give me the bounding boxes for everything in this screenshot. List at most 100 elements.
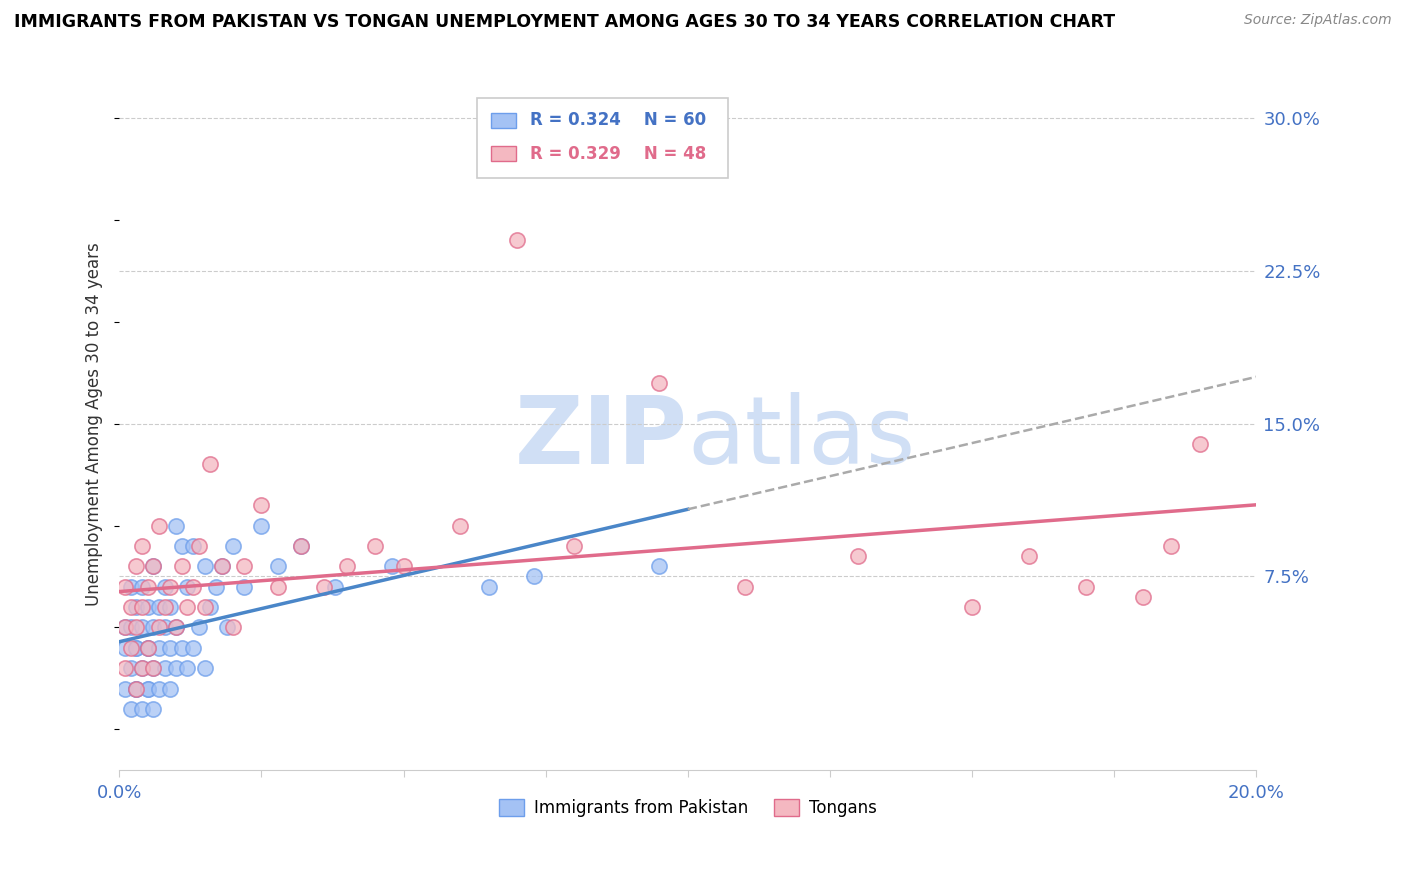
Point [148, 600, 170, 615]
Point [120, 702, 142, 716]
Point [136, 600, 159, 615]
Point [165, 661, 187, 675]
Point [290, 539, 312, 553]
Point [136, 681, 159, 696]
Point [233, 559, 256, 574]
Point [136, 640, 159, 655]
Point [200, 458, 222, 472]
Point [290, 539, 312, 553]
Point [131, 580, 153, 594]
Point [120, 640, 142, 655]
Point [381, 559, 404, 574]
Point [153, 620, 176, 634]
Bar [491, 112, 516, 128]
Text: Source: ZipAtlas.com: Source: ZipAtlas.com [1244, 13, 1392, 28]
Point [211, 559, 233, 574]
Point [205, 580, 228, 594]
Point [648, 559, 671, 574]
Point [222, 620, 245, 634]
Point [336, 559, 359, 574]
Point [506, 234, 529, 248]
Point [131, 661, 153, 675]
Point [136, 580, 159, 594]
Point [170, 559, 193, 574]
Point [142, 620, 165, 634]
Text: IMMIGRANTS FROM PAKISTAN VS TONGAN UNEMPLOYMENT AMONG AGES 30 TO 34 YEARS CORREL: IMMIGRANTS FROM PAKISTAN VS TONGAN UNEMP… [14, 13, 1115, 31]
Point [193, 600, 215, 615]
Point [125, 681, 148, 696]
Point [131, 702, 153, 716]
Point [364, 539, 387, 553]
Point [159, 640, 181, 655]
Point [165, 620, 187, 634]
Point [114, 620, 136, 634]
Point [250, 518, 273, 533]
Point [120, 600, 142, 615]
Point [1018, 549, 1040, 563]
Point [114, 640, 136, 655]
Point [165, 518, 187, 533]
Point [142, 661, 165, 675]
Point [114, 580, 136, 594]
Point [848, 549, 870, 563]
Point [233, 580, 256, 594]
Point [734, 580, 756, 594]
Point [125, 559, 148, 574]
FancyBboxPatch shape [478, 98, 728, 178]
Point [142, 559, 165, 574]
Point [142, 661, 165, 675]
Point [136, 681, 159, 696]
Point [176, 600, 198, 615]
Point [176, 580, 198, 594]
Point [211, 559, 233, 574]
Point [153, 661, 176, 675]
Point [193, 661, 215, 675]
Point [131, 661, 153, 675]
Point [159, 681, 181, 696]
Point [120, 620, 142, 634]
Point [142, 702, 165, 716]
Point [120, 661, 142, 675]
Point [148, 620, 170, 634]
Point [148, 640, 170, 655]
Point [392, 559, 415, 574]
Point [312, 580, 335, 594]
Point [120, 580, 142, 594]
Text: R = 0.329    N = 48: R = 0.329 N = 48 [530, 145, 706, 162]
Point [131, 539, 153, 553]
Point [125, 640, 148, 655]
Point [1074, 580, 1097, 594]
Point [1160, 539, 1182, 553]
Point [217, 620, 239, 634]
Text: atlas: atlas [688, 392, 917, 483]
Point [323, 580, 346, 594]
Point [222, 539, 245, 553]
Point [142, 559, 165, 574]
Point [148, 518, 170, 533]
Point [181, 539, 204, 553]
Point [125, 600, 148, 615]
Point [153, 600, 176, 615]
Point [200, 600, 222, 615]
Point [131, 600, 153, 615]
Point [136, 640, 159, 655]
Point [523, 569, 546, 583]
Point [170, 640, 193, 655]
Point [187, 620, 209, 634]
Point [648, 376, 671, 390]
Point [181, 640, 204, 655]
Point [478, 580, 501, 594]
Y-axis label: Unemployment Among Ages 30 to 34 years: Unemployment Among Ages 30 to 34 years [86, 242, 103, 606]
Point [136, 640, 159, 655]
Point [176, 661, 198, 675]
Point [193, 559, 215, 574]
Bar [491, 146, 516, 161]
Point [125, 681, 148, 696]
Point [170, 539, 193, 553]
Text: ZIP: ZIP [515, 392, 688, 483]
Point [250, 498, 273, 512]
Point [125, 640, 148, 655]
Point [159, 600, 181, 615]
Point [1188, 437, 1211, 451]
Point [187, 539, 209, 553]
